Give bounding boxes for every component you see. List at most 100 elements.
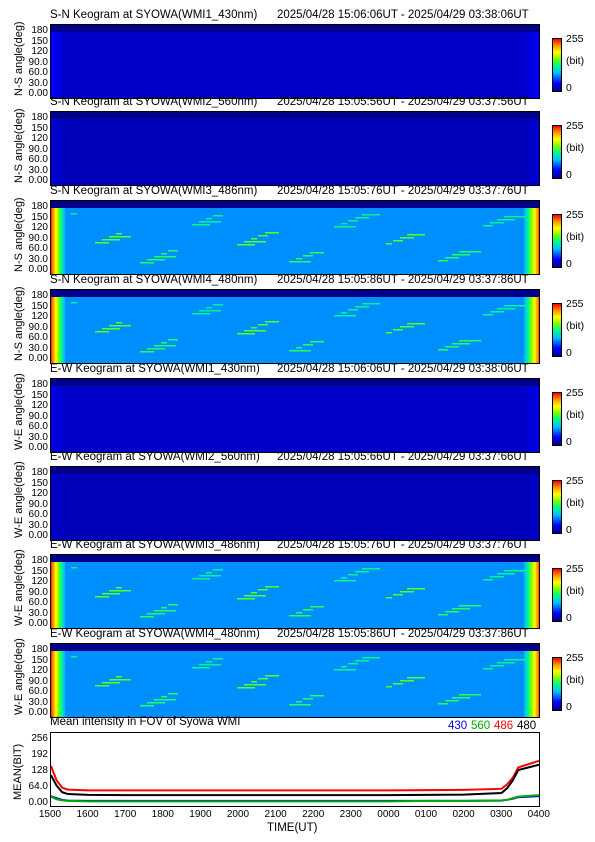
aurora-streak [355,217,369,219]
y-tick-label: 120 [31,665,48,676]
panel-time-range: 2025/04/28 15:05:76UT - 2025/04/29 03:37… [277,539,529,551]
x-tick-label: 0400 [527,809,550,820]
y-tick-label: 90.0 [28,586,48,598]
twilight-edge [535,651,537,717]
colorbar-min-label: 0 [566,612,572,624]
twilight-edge [533,651,535,717]
twilight-edge [60,386,62,452]
twilight-edge [64,651,66,717]
panel-time-range: 2025/04/28 15:05:86UT - 2025/04/29 03:37… [277,274,529,286]
colorbar-max-label: 255 [566,298,584,310]
aurora-streak [490,576,504,578]
mean-y-tick-label: 128 [31,765,48,776]
twilight-edge [535,297,537,363]
twilight-edge [60,208,62,274]
twilight-edge [52,297,54,363]
y-tick-label: 120 [31,46,48,57]
aurora-streak [386,686,392,688]
panel-time-range: 2025/04/28 15:06:06UT - 2025/04/29 03:38… [277,9,529,21]
y-tick-label: 180 [31,112,48,123]
twilight-edge [537,119,539,185]
twilight-edge [56,297,58,363]
twilight-edge [531,562,533,628]
twilight-edge [529,119,531,185]
aurora-streak [109,679,131,681]
keogram-image [50,111,540,186]
colorbar-unit-label: (bit) [566,320,585,332]
colorbar-min-label: 0 [566,169,572,181]
twilight-edge [57,119,59,185]
x-tick-label: 0300 [490,809,513,820]
twilight-edge [529,386,531,452]
colorbar [552,38,562,92]
twilight-edge [532,651,534,717]
twilight-edge [538,297,539,363]
twilight-edge [533,119,535,185]
twilight-edge [63,562,65,628]
colorbar-unit-label: (bit) [566,409,585,421]
y-tick-label: 0.00 [28,175,48,186]
aurora-streak [140,262,154,264]
colorbar-min-label: 0 [566,436,572,448]
aurora-streak [213,569,223,571]
twilight-edge [62,119,64,185]
twilight-edge [525,474,527,540]
y-tick-label: 0.00 [28,530,48,541]
keogram-background [51,25,539,98]
colorbar-unit-label: (bit) [566,497,585,509]
aurora-streak [407,323,425,325]
twilight-edge [55,297,57,363]
aurora-streak [161,253,167,255]
twilight-edge [51,119,53,185]
twilight-edge [57,297,59,363]
twilight-edge [59,474,61,540]
twilight-edge [52,562,54,628]
aurora-streak [483,314,493,316]
y-tick-label: 90.0 [28,321,48,333]
twilight-edge [61,651,63,717]
aurora-streak [147,702,165,704]
y-tick-label: 0.00 [28,707,48,718]
legend-entry-486: 486 [494,720,514,732]
twilight-edge [535,119,537,185]
twilight-edge [528,208,530,274]
twilight-edge [55,208,57,274]
twilight-edge [527,32,529,98]
panel-title: E-W Keogram at SYOWA(WMI1_430nm) [50,363,260,375]
twilight-edge [64,208,66,274]
twilight-edge [538,119,539,185]
aurora-streak [296,612,302,614]
twilight-edge [538,651,539,717]
twilight-edge [532,119,534,185]
aurora-streak [168,339,178,341]
aurora-streak [95,596,109,598]
aurora-streak [497,219,515,221]
twilight-edge [54,474,56,540]
aurora-streak [154,610,176,612]
colorbar-max-label: 255 [566,652,584,664]
aurora-streak [251,327,257,329]
x-tick-label: 1600 [76,809,99,820]
keogram-image [50,24,540,99]
twilight-edge [527,651,529,717]
panel-title: E-W Keogram at SYOWA(WMI3_486nm) [50,539,260,551]
twilight-edge [531,32,533,98]
aurora-streak [310,606,324,608]
twilight-edge [54,386,56,452]
twilight-edge [64,119,66,185]
aurora-streak [490,665,504,667]
aurora-streak [334,580,356,582]
y-tick-label: 150 [31,35,48,47]
x-tick-label: 2100 [264,809,287,820]
twilight-edge [534,562,536,628]
aurora-streak [400,237,414,239]
twilight-edge [537,32,539,98]
aurora-streak [199,664,221,666]
aurora-streak [386,243,392,245]
panel-time-range: 2025/04/28 15:06:06UT - 2025/04/29 03:38… [277,363,529,375]
twilight-edge [60,32,62,98]
twilight-edge [64,562,66,628]
twilight-edge [59,651,61,717]
keogram-top-band [51,201,539,208]
panel-title: S-N Keogram at SYOWA(WMI3_486nm) [50,185,258,197]
